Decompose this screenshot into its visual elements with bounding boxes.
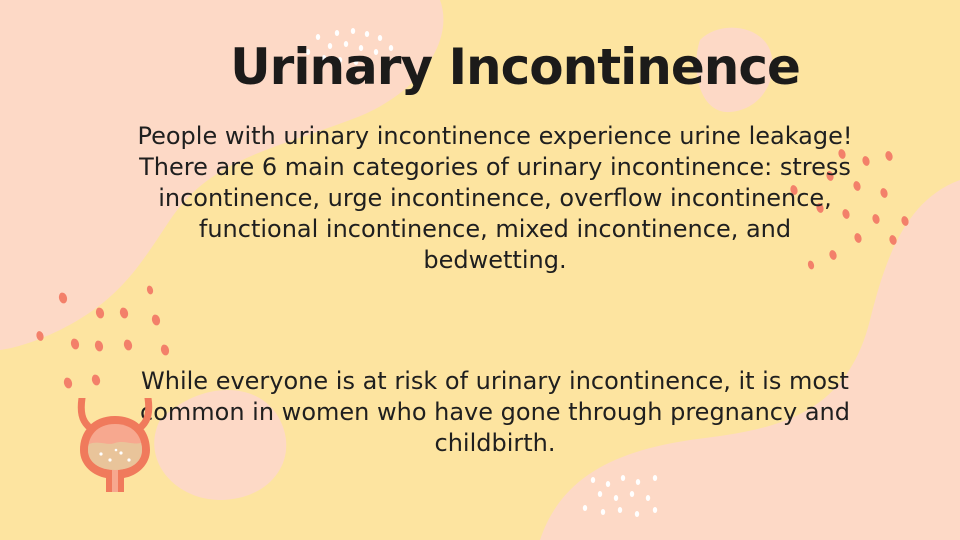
white-dots-top <box>305 28 394 65</box>
coral-dots-left <box>36 285 170 389</box>
bladder-icon <box>77 398 153 492</box>
risk-paragraph: While everyone is at risk of urinary inc… <box>140 367 850 457</box>
slide-title: Urinary Incontinence <box>230 38 801 96</box>
peach-blob-bottom-right <box>540 180 960 540</box>
peach-blob-bottom-left <box>154 390 287 500</box>
description-paragraph: People with urinary incontinence experie… <box>137 122 853 274</box>
peach-blob-top-right <box>696 27 773 113</box>
white-dots-bottom <box>582 475 658 517</box>
coral-dots-right <box>790 149 909 270</box>
peach-blob-top-left <box>0 0 444 350</box>
